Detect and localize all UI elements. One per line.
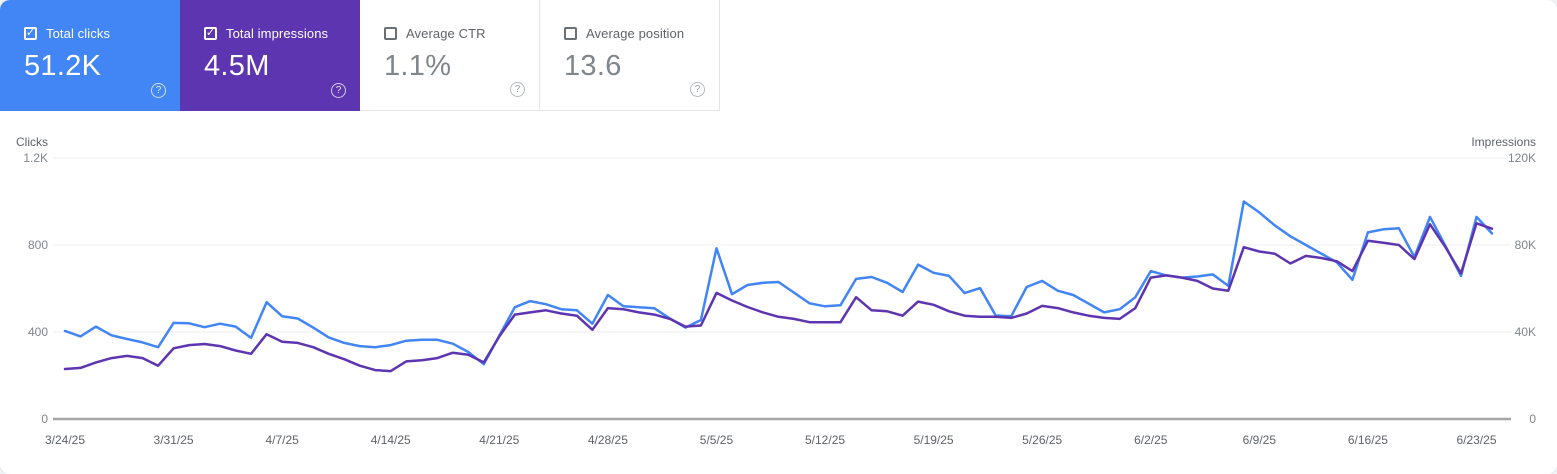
x-axis-label: 4/7/25 — [265, 433, 299, 447]
help-icon[interactable]: ? — [690, 82, 705, 97]
help-icon[interactable]: ? — [331, 83, 346, 98]
right-axis-tick: 80K — [1514, 238, 1536, 252]
metric-card-total-clicks[interactable]: ✓ Total clicks 51.2K ? — [0, 0, 180, 111]
metric-cards: ✓ Total clicks 51.2K ? ✓ Total impressio… — [0, 0, 720, 111]
metric-value: 1.1% — [384, 50, 452, 82]
left-axis-tick: 400 — [27, 325, 48, 339]
x-axis-label: 6/2/25 — [1134, 433, 1168, 447]
clicks-line[interactable] — [63, 200, 1494, 366]
x-axis-label: 6/9/25 — [1242, 433, 1277, 447]
x-axis-label: 3/31/25 — [153, 433, 194, 447]
impressions-line[interactable] — [63, 222, 1494, 373]
metric-value: 4.5M — [204, 50, 270, 82]
x-axis-label: 5/5/25 — [699, 433, 734, 447]
metric-label: Total impressions — [226, 26, 329, 41]
x-axis-label: 6/16/25 — [1347, 433, 1388, 447]
metric-card-total-impressions[interactable]: ✓ Total impressions 4.5M ? — [180, 0, 360, 111]
left-axis-tick: 800 — [27, 238, 48, 252]
metric-label: Average position — [586, 26, 685, 41]
checkbox-checked-icon[interactable]: ✓ — [204, 27, 217, 40]
checkbox-checked-icon[interactable]: ✓ — [24, 27, 37, 40]
right-axis-tick: 40K — [1514, 325, 1536, 339]
x-axis-label: 4/14/25 — [370, 433, 411, 447]
left-axis-tick: 0 — [41, 412, 48, 426]
metric-label: Average CTR — [406, 26, 486, 41]
checkbox-unchecked-icon[interactable] — [384, 27, 397, 40]
help-icon[interactable]: ? — [510, 82, 525, 97]
metric-card-average-position[interactable]: Average position 13.6 ? — [540, 0, 720, 111]
x-axis-label: 5/12/25 — [805, 433, 846, 447]
checkbox-unchecked-icon[interactable] — [564, 27, 577, 40]
x-axis-label: 3/24/25 — [44, 433, 86, 447]
help-icon[interactable]: ? — [151, 83, 166, 98]
right-axis-tick: 0 — [1529, 412, 1536, 426]
metric-card-average-ctr[interactable]: Average CTR 1.1% ? — [360, 0, 540, 111]
left-axis-tick: 1.2K — [23, 151, 48, 165]
metric-value: 51.2K — [24, 50, 102, 82]
x-axis-label: 6/23/25 — [1456, 433, 1497, 447]
right-axis-title: Impressions — [1471, 135, 1536, 149]
x-axis-label: 4/28/25 — [587, 433, 628, 447]
x-axis-label: 4/21/25 — [479, 433, 520, 447]
left-axis-title: Clicks — [16, 135, 48, 149]
metric-value: 13.6 — [564, 50, 622, 82]
right-axis-tick: 120K — [1507, 151, 1536, 165]
x-axis-label: 5/19/25 — [913, 433, 954, 447]
x-axis-label: 5/26/25 — [1022, 433, 1063, 447]
metric-label: Total clicks — [46, 26, 111, 41]
